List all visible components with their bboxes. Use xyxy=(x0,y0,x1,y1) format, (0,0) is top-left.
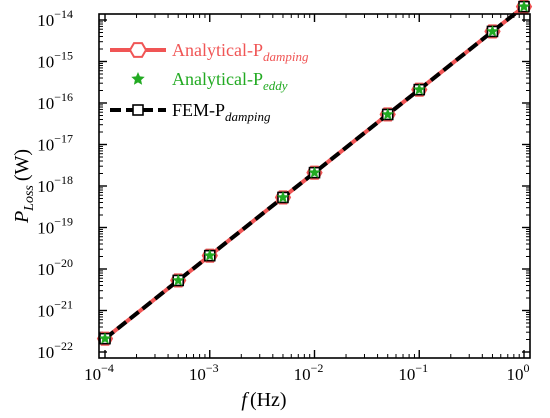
series-analytical-eddy-point xyxy=(203,249,216,261)
series-layer xyxy=(96,0,533,346)
series-analytical-eddy-point xyxy=(413,83,426,95)
labels-layer: 10−4 10−3 10−2 10−1 100 10−22 10−21 10−20 10−19 1… xyxy=(37,7,529,384)
y-tick-label: 10−18 xyxy=(37,173,73,196)
series-analytical-eddy-point xyxy=(98,332,112,344)
x-tick-label: 10−2 xyxy=(294,361,324,384)
x-tick-label: 100 xyxy=(507,361,530,384)
legend: Analytical-Pdamping Analytical-Peddy FEM… xyxy=(110,40,309,124)
x-tick-label: 10−3 xyxy=(189,361,219,384)
series-analytical-eddy-point xyxy=(486,24,499,37)
y-tick-label: 10−19 xyxy=(37,215,73,238)
x-tick-label: 10−4 xyxy=(84,361,114,384)
square-marker-icon xyxy=(132,104,144,116)
legend-entry-analytical-damping: Analytical-Pdamping xyxy=(110,40,309,64)
star-marker-icon xyxy=(131,72,145,85)
x-axis-title: f (Hz) xyxy=(241,389,286,411)
plot-frame xyxy=(98,13,531,359)
legend-label-fem-damping: FEM-Pdamping xyxy=(172,100,271,124)
y-tick-label: 10−22 xyxy=(37,339,73,362)
series-analytical-eddy-point xyxy=(172,273,185,286)
legend-label-analytical-eddy: Analytical-Peddy xyxy=(172,69,288,93)
series-analytical-eddy-point xyxy=(381,107,394,120)
hexagon-marker-icon xyxy=(128,42,148,58)
legend-entry-fem-damping: FEM-Pdamping xyxy=(110,100,271,124)
y-tick-label: 10−17 xyxy=(37,132,73,155)
y-tick-label: 10−15 xyxy=(37,49,73,72)
legend-entry-analytical-eddy: Analytical-Peddy xyxy=(131,69,288,93)
ticks-layer xyxy=(99,14,530,358)
series-fem-damping-line xyxy=(103,5,526,341)
series-analytical-eddy-point xyxy=(517,0,531,12)
y-tick-label: 10−20 xyxy=(37,256,73,279)
y-tick-label: 10−14 xyxy=(37,7,73,30)
series-analytical-eddy-point xyxy=(308,166,321,178)
x-tick-label: 10−1 xyxy=(398,361,428,384)
y-axis-title: PLoss(W) xyxy=(11,149,37,224)
series-analytical-eddy-point xyxy=(276,190,290,203)
y-tick-label: 10−21 xyxy=(37,298,73,321)
y-tick-label: 10−16 xyxy=(37,90,73,113)
legend-label-analytical-damping: Analytical-Pdamping xyxy=(172,40,309,64)
